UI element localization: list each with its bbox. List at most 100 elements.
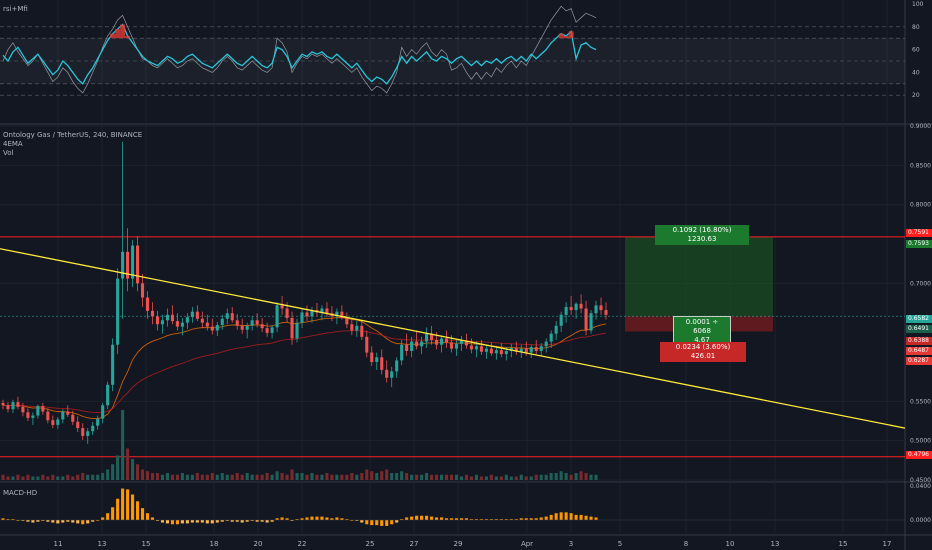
volume-bar (474, 474, 478, 480)
volume-bar (425, 473, 429, 480)
macd-bar (36, 520, 40, 522)
macd-bar (574, 514, 578, 520)
macd-bar (131, 494, 135, 520)
candle-body (111, 344, 115, 385)
macd-bar (449, 518, 454, 520)
candle-body (489, 348, 493, 354)
x-tick-label: 22 (298, 540, 307, 548)
macd-bar (41, 520, 45, 521)
volume-bar (345, 474, 349, 480)
macd-bar (300, 518, 304, 520)
volume-bar (430, 474, 434, 480)
macd-bar (454, 518, 459, 520)
rsi-overbought-fill (120, 24, 126, 39)
macd-bar (270, 520, 274, 522)
candle-body (375, 357, 379, 362)
rsi-tick-label: 100 (912, 1, 924, 8)
x-tick-label: 3 (569, 540, 573, 548)
target-label: 0.1092 (16.80%) 1230.63 (655, 225, 749, 245)
entry-label[interactable]: 0.0001 ÷ 6068 4.67 (673, 316, 731, 347)
volume-bar (340, 474, 344, 480)
rsi-overbought-fill (110, 33, 116, 39)
x-tick-label: 18 (210, 540, 219, 548)
macd-bar (145, 513, 150, 520)
candle-body (26, 412, 30, 418)
price-tag-ema1: 0.6487 (906, 347, 932, 355)
candle-body (255, 320, 259, 325)
x-tick-label: 11 (54, 540, 63, 548)
y-tick-label: 0.8500 (910, 162, 931, 169)
candle-body (6, 405, 10, 410)
candle-body (574, 303, 578, 311)
volume-bar (81, 473, 85, 480)
volume-bar (589, 474, 593, 480)
volume-bar (564, 473, 568, 480)
candle-body (370, 352, 374, 362)
candle-body (390, 371, 394, 378)
macd-bar (185, 520, 189, 524)
macd-bar (494, 519, 498, 520)
y-tick-label: 0.4500 (910, 477, 931, 484)
macd-bar (474, 519, 478, 520)
macd-bar (81, 520, 85, 525)
volume-bar (76, 474, 80, 480)
volume-bar (106, 469, 110, 480)
macd-bar (315, 516, 319, 520)
volume-bar (524, 476, 528, 480)
macd-bar (320, 516, 324, 520)
volume-bar (435, 474, 439, 480)
candle-body (175, 321, 179, 327)
candle-body (16, 402, 20, 407)
y-tick-label: 0.5500 (910, 398, 931, 405)
candle-body (514, 347, 518, 352)
candle-body (41, 406, 45, 412)
macd-bar (559, 512, 563, 520)
macd-bar (175, 520, 179, 525)
volume-bar (71, 476, 75, 480)
macd-bar (285, 518, 289, 520)
candle-body (270, 327, 274, 333)
macd-bar (165, 520, 169, 524)
macd-bar (579, 514, 583, 520)
volume-bar (469, 476, 473, 480)
candle-body (504, 350, 508, 355)
macd-bar (514, 519, 518, 520)
candle-body (579, 303, 583, 309)
macd-bar (56, 520, 60, 524)
candle-body (36, 406, 40, 416)
candle-body (250, 320, 254, 326)
candle-body (106, 384, 110, 406)
macd-bar (390, 520, 394, 525)
macd-bar (86, 520, 90, 524)
volume-bar (235, 473, 239, 480)
volume-bar (594, 474, 598, 480)
macd-bar (310, 516, 314, 520)
volume-bar (116, 455, 120, 480)
volume-bar (175, 474, 179, 480)
macd-bar (499, 519, 503, 520)
macd-bar (140, 508, 145, 520)
macd-bar (66, 520, 70, 522)
macd-bar (529, 518, 533, 520)
macd-bar (484, 519, 488, 520)
volume-bar (440, 474, 444, 480)
price-tag-target: 0.7593 (906, 240, 932, 248)
macd-bar (440, 517, 444, 520)
candle-body (589, 313, 593, 331)
price-tag-current: 0.6582 (906, 315, 932, 323)
macd-bar (210, 520, 214, 524)
target-zone (625, 236, 773, 317)
volume-bar (185, 474, 189, 480)
macd-bar (524, 518, 528, 520)
x-tick-label: 17 (883, 540, 892, 548)
volume-bar (230, 474, 234, 480)
volume-bar (484, 476, 488, 480)
candle-body (534, 347, 538, 351)
volume-bar (454, 474, 459, 480)
candle-body (435, 339, 439, 345)
macd-bar (150, 517, 155, 520)
x-tick-label: 27 (410, 540, 419, 548)
candle-body (240, 325, 244, 330)
candle-body (325, 308, 329, 314)
